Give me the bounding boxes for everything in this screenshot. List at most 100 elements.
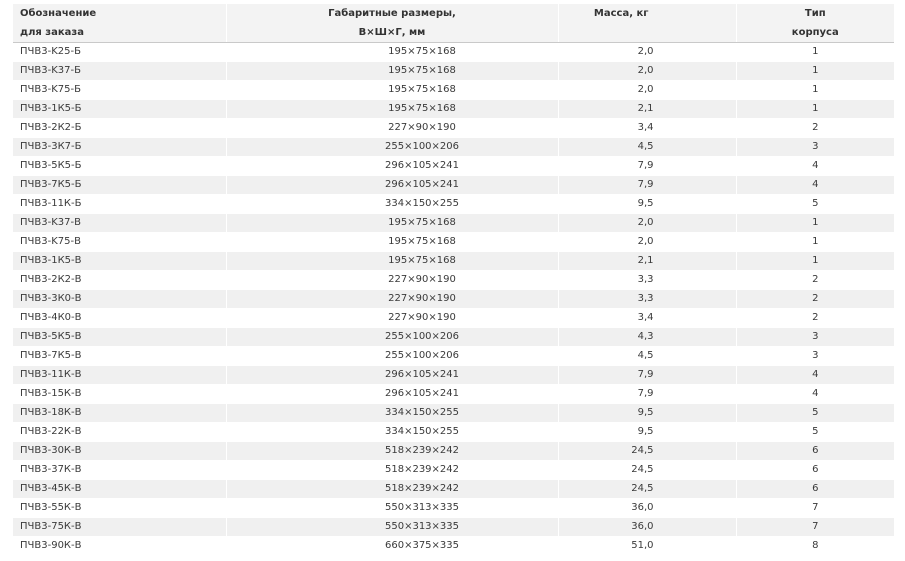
header-row-2: для заказа В×Ш×Г, мм корпуса <box>13 23 894 43</box>
cell-dimensions: 550×313×335 <box>226 517 559 537</box>
header-mass: Масса, кг <box>558 4 737 23</box>
cell-designation: ПЧВ3-22К-В <box>13 422 227 442</box>
cell-case-type: 5 <box>736 422 894 442</box>
cell-designation: ПЧВ3-45К-В <box>13 479 227 499</box>
cell-designation: ПЧВ3-37К-В <box>13 460 227 480</box>
table-row: ПЧВ3-22К-В 334×150×255 9,5 5 <box>13 422 894 442</box>
cell-mass: 4,5 <box>558 346 737 366</box>
cell-mass: 7,9 <box>558 365 737 385</box>
table-row: ПЧВ3-5К5-В 255×100×206 4,3 3 <box>13 327 894 347</box>
table-row: ПЧВ3-7К5-В 255×100×206 4,5 3 <box>13 346 894 366</box>
cell-mass: 3,4 <box>558 308 737 328</box>
cell-dimensions: 296×105×241 <box>226 175 559 195</box>
cell-designation: ПЧВ3-75К-В <box>13 517 227 537</box>
table-row: ПЧВ3-45К-В 518×239×242 24,5 6 <box>13 479 894 499</box>
table-row: ПЧВ3-90К-В 660×375×335 51,0 8 <box>13 536 894 556</box>
cell-mass: 4,5 <box>558 137 737 157</box>
header-row-1: Обозначение Габаритные размеры, Масса, к… <box>13 4 894 23</box>
cell-case-type: 2 <box>736 308 894 328</box>
table-row: ПЧВ3-75К-В 550×313×335 36,0 7 <box>13 517 894 537</box>
cell-mass: 36,0 <box>558 498 737 518</box>
table-row: ПЧВ3-7К5-Б 296×105×241 7,9 4 <box>13 175 894 195</box>
header-dimensions-sub: В×Ш×Г, мм <box>226 23 559 43</box>
cell-case-type: 5 <box>736 403 894 423</box>
cell-mass: 9,5 <box>558 422 737 442</box>
cell-dimensions: 195×75×168 <box>226 42 559 62</box>
cell-mass: 7,9 <box>558 175 737 195</box>
header-case-type-sub: корпуса <box>736 23 894 43</box>
cell-dimensions: 195×75×168 <box>226 232 559 252</box>
cell-case-type: 1 <box>736 42 894 62</box>
table-row: ПЧВ3-K25-Б 195×75×168 2,0 1 <box>13 42 894 62</box>
cell-case-type: 1 <box>736 61 894 81</box>
cell-mass: 7,9 <box>558 384 737 404</box>
cell-case-type: 1 <box>736 232 894 252</box>
table-row: ПЧВ3-K75-Б 195×75×168 2,0 1 <box>13 80 894 100</box>
cell-mass: 2,1 <box>558 99 737 119</box>
cell-designation: ПЧВ3-K37-Б <box>13 61 227 81</box>
cell-case-type: 4 <box>736 156 894 176</box>
cell-designation: ПЧВ3-1К5-В <box>13 251 227 271</box>
cell-case-type: 2 <box>736 289 894 309</box>
table-row: ПЧВ3-4К0-В 227×90×190 3,4 2 <box>13 308 894 328</box>
cell-designation: ПЧВ3-3К0-В <box>13 289 227 309</box>
cell-designation: ПЧВ3-K75-Б <box>13 80 227 100</box>
cell-dimensions: 195×75×168 <box>226 251 559 271</box>
cell-case-type: 6 <box>736 441 894 461</box>
cell-case-type: 1 <box>736 99 894 119</box>
cell-mass: 2,0 <box>558 61 737 81</box>
table-row: ПЧВ3-K37-В 195×75×168 2,0 1 <box>13 213 894 233</box>
cell-designation: ПЧВ3-5К5-Б <box>13 156 227 176</box>
cell-case-type: 3 <box>736 346 894 366</box>
cell-mass: 2,1 <box>558 251 737 271</box>
cell-dimensions: 195×75×168 <box>226 80 559 100</box>
table-row: ПЧВ3-2К2-В 227×90×190 3,3 2 <box>13 270 894 290</box>
table-body: ПЧВ3-K25-Б 195×75×168 2,0 1 ПЧВ3-K37-Б 195×75… <box>13 42 894 556</box>
cell-mass: 36,0 <box>558 517 737 537</box>
header-mass-sub <box>558 23 737 43</box>
table-row: ПЧВ3-11К-В 296×105×241 7,9 4 <box>13 365 894 385</box>
table-row: ПЧВ3-K75-В 195×75×168 2,0 1 <box>13 232 894 252</box>
cell-designation: ПЧВ3-18К-В <box>13 403 227 423</box>
cell-dimensions: 334×150×255 <box>226 422 559 442</box>
cell-designation: ПЧВ3-7К5-В <box>13 346 227 366</box>
cell-case-type: 4 <box>736 384 894 404</box>
cell-case-type: 4 <box>736 365 894 385</box>
cell-designation: ПЧВ3-55К-В <box>13 498 227 518</box>
cell-case-type: 5 <box>736 194 894 214</box>
cell-mass: 3,4 <box>558 118 737 138</box>
cell-dimensions: 518×239×242 <box>226 479 559 499</box>
cell-designation: ПЧВ3-K25-Б <box>13 42 227 62</box>
cell-dimensions: 255×100×206 <box>226 346 559 366</box>
cell-designation: ПЧВ3-7К5-Б <box>13 175 227 195</box>
cell-mass: 7,9 <box>558 156 737 176</box>
header-dimensions: Габаритные размеры, <box>226 4 559 23</box>
cell-case-type: 4 <box>736 175 894 195</box>
cell-designation: ПЧВ3-1К5-Б <box>13 99 227 119</box>
cell-dimensions: 227×90×190 <box>226 289 559 309</box>
cell-designation: ПЧВ3-15К-В <box>13 384 227 404</box>
table-row: ПЧВ3-18К-В 334×150×255 9,5 5 <box>13 403 894 423</box>
cell-case-type: 1 <box>736 213 894 233</box>
cell-mass: 3,3 <box>558 289 737 309</box>
table-row: ПЧВ3-11К-Б 334×150×255 9,5 5 <box>13 194 894 214</box>
cell-dimensions: 296×105×241 <box>226 156 559 176</box>
cell-case-type: 2 <box>736 270 894 290</box>
cell-dimensions: 227×90×190 <box>226 308 559 328</box>
table-header: Обозначение Габаритные размеры, Масса, к… <box>13 4 894 43</box>
cell-case-type: 2 <box>736 118 894 138</box>
table-row: ПЧВ3-15К-В 296×105×241 7,9 4 <box>13 384 894 404</box>
cell-mass: 9,5 <box>558 194 737 214</box>
cell-designation: ПЧВ3-K75-В <box>13 232 227 252</box>
cell-designation: ПЧВ3-11К-Б <box>13 194 227 214</box>
table-row: ПЧВ3-K37-Б 195×75×168 2,0 1 <box>13 61 894 81</box>
cell-mass: 3,3 <box>558 270 737 290</box>
cell-designation: ПЧВ3-11К-В <box>13 365 227 385</box>
cell-dimensions: 518×239×242 <box>226 441 559 461</box>
header-case-type: Тип <box>736 4 894 23</box>
table-row: ПЧВ3-1К5-В 195×75×168 2,1 1 <box>13 251 894 271</box>
cell-case-type: 7 <box>736 498 894 518</box>
cell-dimensions: 227×90×190 <box>226 270 559 290</box>
cell-dimensions: 227×90×190 <box>226 118 559 138</box>
cell-mass: 24,5 <box>558 479 737 499</box>
